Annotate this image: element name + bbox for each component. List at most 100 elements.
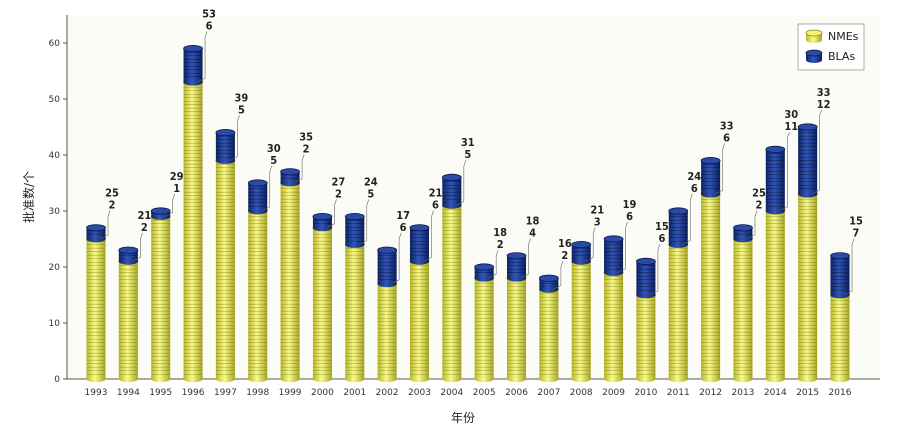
bar-nmes-1998 — [247, 207, 268, 383]
leader-line — [390, 232, 402, 285]
bar-nmes-2007 — [538, 285, 559, 383]
bar-group-2000 — [312, 213, 333, 383]
x-tick-label: 2003 — [408, 388, 431, 398]
bar-group-1996 — [183, 44, 203, 383]
bar-blas-2005 — [474, 263, 495, 282]
bar-blas-2012 — [700, 157, 721, 198]
bar-group-2005 — [474, 263, 495, 383]
bar-group-2003 — [409, 224, 430, 383]
bars — [86, 44, 850, 383]
x-tick-label: 2009 — [602, 388, 625, 398]
y-tick-label: 0 — [54, 375, 60, 385]
data-label-blas-1996: 6 — [206, 19, 213, 32]
bar-blas-2014 — [765, 145, 786, 215]
data-label-blas-2001: 5 — [367, 187, 374, 200]
bar-blas-2016 — [830, 252, 850, 299]
bar-nmes-2013 — [733, 235, 753, 383]
bar-nmes-2003 — [409, 257, 430, 383]
leader-line — [132, 232, 143, 262]
data-label-blas-2003: 6 — [432, 199, 439, 212]
y-tick-label: 40 — [49, 151, 61, 161]
leader-line — [358, 199, 370, 245]
bar-group-2007 — [538, 274, 559, 383]
bar-nmes-1999 — [280, 179, 300, 383]
bar-group-1998 — [247, 179, 268, 383]
leader-line — [585, 227, 596, 262]
data-label-blas-2002: 6 — [400, 221, 407, 234]
data-label-blas-1997: 5 — [238, 103, 245, 116]
leader-line — [779, 132, 790, 212]
y-tick-label: 20 — [49, 263, 61, 273]
data-label-nmes-1996: 53 — [202, 7, 216, 20]
leader-line — [326, 199, 337, 229]
x-tick-label: 2016 — [829, 388, 852, 398]
bar-blas-1999 — [280, 168, 300, 187]
bar-blas-1995 — [150, 207, 171, 220]
bar-group-2016 — [830, 252, 850, 383]
x-tick-label: 2004 — [440, 388, 463, 398]
data-label-nmes-2016: 15 — [849, 215, 863, 228]
bar-nmes-1994 — [118, 257, 139, 383]
data-label-blas-2007: 2 — [561, 249, 568, 262]
data-label-blas-2010: 6 — [658, 232, 665, 245]
data-label-nmes-1994: 21 — [137, 209, 151, 222]
bar-nmes-2004 — [441, 201, 462, 383]
bar-group-2011 — [668, 207, 689, 383]
data-label-blas-2005: 2 — [497, 238, 504, 251]
bar-blas-2003 — [409, 224, 430, 265]
data-label-nmes-1995: 29 — [170, 170, 184, 183]
data-label-nmes-2015: 33 — [817, 86, 831, 99]
y-tick-label: 60 — [49, 39, 61, 49]
data-label-nmes-2005: 18 — [493, 226, 507, 239]
data-label-nmes-1999: 35 — [299, 131, 313, 144]
data-label-nmes-2009: 19 — [623, 198, 637, 211]
x-tick-label: 1994 — [117, 388, 140, 398]
y-tick-label: 50 — [49, 95, 61, 105]
bar-nmes-1993 — [86, 235, 106, 383]
bar-blas-2010 — [636, 257, 656, 299]
x-tick-label: 2002 — [376, 388, 399, 398]
bar-blas-1993 — [86, 224, 106, 243]
data-label-nmes-2012: 33 — [720, 119, 734, 132]
leader-line — [552, 260, 564, 290]
data-label-blas-2011: 6 — [691, 182, 698, 195]
data-label-nmes-2000: 27 — [332, 175, 346, 188]
y-tick-label: 30 — [49, 207, 61, 217]
data-label-nmes-2004: 31 — [461, 136, 475, 149]
leader-line — [617, 221, 628, 273]
bar-group-2015 — [797, 123, 818, 383]
leader-line — [99, 210, 111, 240]
bar-group-2002 — [377, 246, 398, 383]
bar-blas-2009 — [603, 235, 624, 276]
bar-nmes-2016 — [830, 291, 850, 383]
data-label-nmes-2006: 18 — [526, 215, 540, 228]
leader-line — [293, 154, 305, 184]
x-tick-label: 1996 — [182, 388, 205, 398]
data-label-blas-2004: 5 — [464, 148, 471, 161]
bar-nmes-2006 — [506, 274, 527, 383]
bar-group-2010 — [636, 257, 656, 383]
bar-blas-1998 — [247, 179, 268, 215]
y-axis-title: 批准数/个 — [21, 171, 36, 223]
data-label-nmes-2014: 30 — [784, 108, 798, 121]
x-tick-label: 1993 — [85, 388, 108, 398]
x-tick-label: 2010 — [634, 388, 657, 398]
bar-nmes-1995 — [150, 213, 171, 383]
data-label-nmes-1998: 30 — [267, 142, 281, 155]
x-tick-label: 2007 — [537, 388, 560, 398]
bar-group-2004 — [441, 173, 462, 383]
bar-nmes-1996 — [183, 78, 203, 383]
data-labels: 2522122915363953053522722451762163151821… — [99, 7, 863, 296]
x-tick-label: 2008 — [570, 388, 593, 398]
leader-line — [649, 244, 661, 296]
data-label-blas-2015: 12 — [817, 98, 831, 111]
legend-item-blas: BLAs — [805, 49, 855, 63]
x-tick-label: 2012 — [699, 388, 722, 398]
data-label-nmes-2011: 24 — [687, 170, 701, 183]
leader-line — [164, 193, 175, 217]
data-label-blas-2006: 4 — [529, 227, 536, 240]
bar-group-2001 — [344, 213, 365, 383]
bar-nmes-2005 — [474, 274, 495, 383]
